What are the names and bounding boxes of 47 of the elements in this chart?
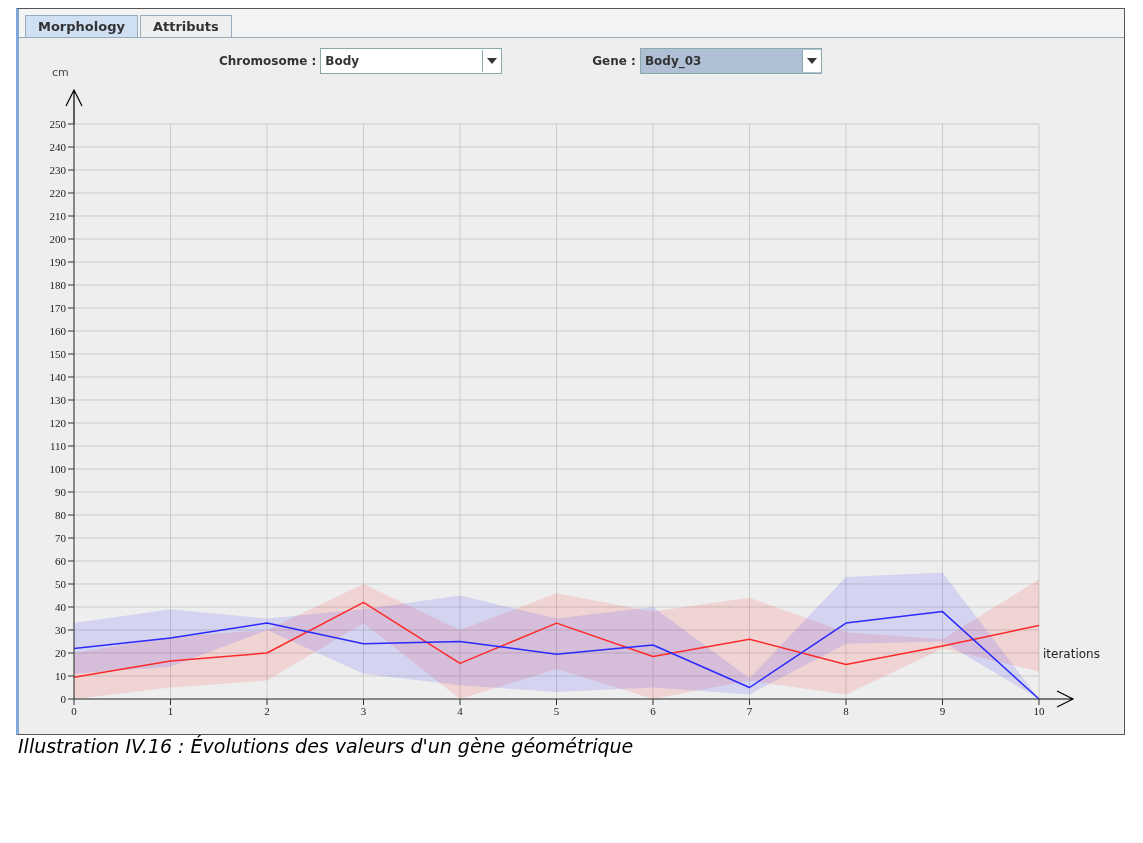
- x-tick-label: 8: [843, 704, 850, 717]
- y-tick-label: 200: [49, 232, 67, 245]
- x-tick-label: 6: [650, 704, 657, 717]
- y-tick-label: 80: [55, 508, 67, 521]
- y-tick-label: 150: [49, 347, 67, 360]
- y-tick-label: 0: [60, 692, 67, 705]
- text: Body_03: [643, 54, 703, 68]
- x-tick-label: 1: [167, 704, 174, 717]
- text: Gene :: [592, 54, 636, 68]
- y-tick-label: 220: [49, 186, 67, 199]
- y-tick-label: 180: [49, 278, 67, 291]
- x-tick-label: 2: [264, 704, 270, 717]
- y-tick-label: 30: [55, 623, 67, 636]
- x-tick-label: 3: [360, 704, 367, 717]
- text: Illustration IV.16 : Évolutions des valeurs d'un gène géométrique: [18, 735, 635, 757]
- y-tick-label: 60: [55, 554, 67, 567]
- y-tick-label: 140: [49, 370, 67, 383]
- y-axis-title: cm: [52, 66, 69, 79]
- text: Morphology: [25, 15, 138, 37]
- y-tick-label: 100: [49, 462, 67, 475]
- y-tick-label: 130: [49, 393, 67, 406]
- y-tick-label: 90: [55, 485, 67, 498]
- y-tick-label: 20: [55, 646, 67, 659]
- y-tick-label: 190: [49, 255, 67, 268]
- x-tick-label: 0: [71, 704, 78, 717]
- text: Attributs: [139, 15, 232, 37]
- y-tick-label: 40: [55, 600, 67, 613]
- y-tick-label: 160: [49, 324, 67, 337]
- y-tick-label: 230: [49, 163, 67, 176]
- y-tick-label: 250: [49, 117, 67, 130]
- x-tick-label: 10: [1033, 704, 1045, 717]
- y-tick-label: 170: [49, 301, 67, 314]
- x-tick-label: 7: [746, 704, 753, 717]
- x-tick-label: 4: [457, 704, 464, 717]
- y-tick-label: 240: [49, 140, 67, 153]
- y-tick-label: 210: [49, 209, 67, 222]
- x-tick-label: 9: [939, 704, 946, 717]
- x-axis-title: iterations: [1043, 647, 1100, 661]
- y-tick-label: 10: [55, 669, 67, 682]
- line-series: [74, 601, 1039, 678]
- text: Chromosome :: [219, 54, 317, 68]
- y-tick-label: 70: [55, 531, 67, 544]
- y-tick-label: 110: [49, 439, 67, 452]
- x-tick-label: 5: [553, 704, 560, 717]
- text: Body: [324, 54, 361, 68]
- y-tick-label: 50: [55, 577, 67, 590]
- y-tick-label: 120: [49, 416, 67, 429]
